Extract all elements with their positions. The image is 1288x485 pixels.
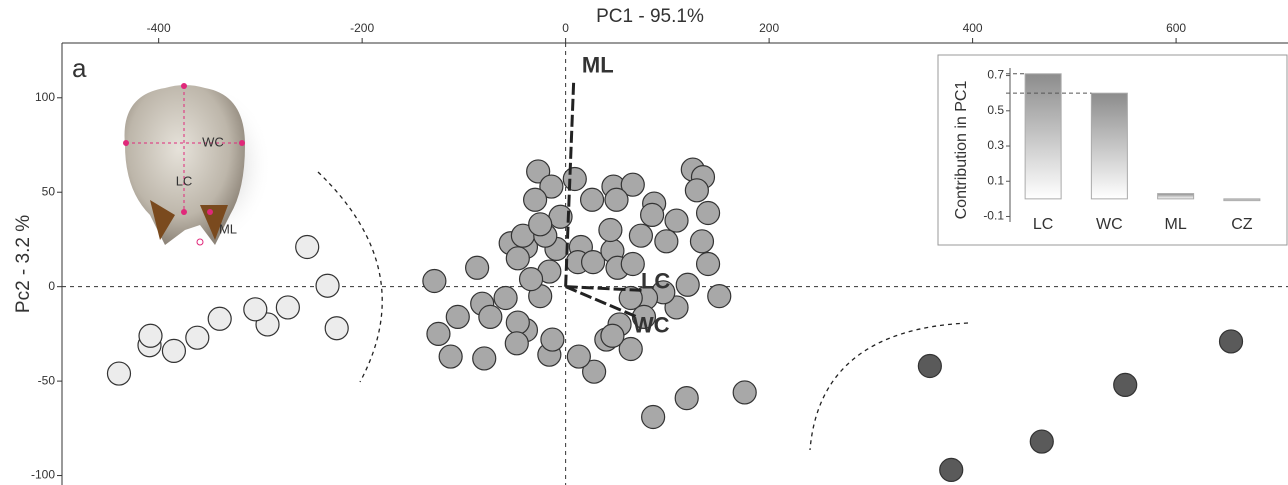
- data-point: [466, 256, 489, 279]
- y-tick-label: 0.3: [987, 138, 1004, 152]
- loading-label: WC: [633, 313, 670, 338]
- data-point: [316, 274, 339, 297]
- data-point: [676, 273, 699, 296]
- data-point: [107, 362, 130, 385]
- data-point: [506, 311, 529, 334]
- x-axis-label: PC1 - 95.1%: [596, 6, 704, 27]
- data-point: [439, 345, 462, 368]
- loading-label: LC: [641, 268, 670, 293]
- data-point: [506, 247, 529, 270]
- chart: -400 -200 0 200 400 600 -100 -50 0 50 100 PC1 - 95.…: [0, 0, 1288, 485]
- data-point: [524, 188, 547, 211]
- specimen-image: [123, 83, 272, 245]
- x-tick-label: 600: [1166, 21, 1186, 35]
- data-point: [581, 188, 604, 211]
- bar: [1224, 199, 1260, 201]
- data-point: [529, 213, 552, 236]
- data-point: [139, 324, 162, 347]
- x-tick-label: 400: [963, 21, 983, 35]
- data-point: [697, 202, 720, 225]
- bar: [1025, 74, 1061, 199]
- data-point: [1114, 373, 1137, 396]
- data-point: [563, 168, 586, 191]
- data-point: [296, 236, 319, 259]
- y-tick-label: -50: [38, 373, 56, 387]
- data-point: [940, 458, 963, 481]
- data-point: [629, 224, 652, 247]
- data-point: [599, 219, 622, 242]
- data-point: [685, 179, 708, 202]
- data-point: [244, 298, 267, 321]
- y-tick-label: 0.5: [987, 103, 1004, 117]
- x-tick-label: ML: [1165, 216, 1187, 233]
- panel-label: a: [72, 53, 87, 83]
- data-point: [665, 209, 688, 232]
- data-point: [1220, 330, 1243, 353]
- data-point: [918, 355, 941, 378]
- data-point: [494, 287, 517, 310]
- data-point: [446, 305, 469, 328]
- data-point: [541, 328, 564, 351]
- data-point: [208, 307, 231, 330]
- data-point: [708, 285, 731, 308]
- data-point: [423, 270, 446, 293]
- data-point: [479, 305, 502, 328]
- data-point: [520, 268, 543, 291]
- bar: [1158, 194, 1194, 199]
- y-tick-label: 0.1: [987, 173, 1004, 187]
- data-point: [733, 381, 756, 404]
- group-boundary: [810, 323, 968, 450]
- loading-label: ML: [582, 53, 614, 78]
- data-point: [276, 296, 299, 319]
- y-tick-label: 50: [42, 184, 56, 198]
- data-point: [162, 339, 185, 362]
- x-tick-label: 200: [759, 21, 779, 35]
- specimen-label: WC: [202, 134, 224, 149]
- data-point: [655, 230, 678, 253]
- y-tick-label: 100: [35, 90, 55, 104]
- data-point: [697, 253, 720, 276]
- data-point: [1030, 430, 1053, 453]
- data-point: [427, 322, 450, 345]
- x-tick-label: -400: [147, 21, 171, 35]
- data-point: [567, 345, 590, 368]
- specimen-label: LC: [176, 173, 193, 188]
- data-point: [642, 406, 665, 429]
- data-point: [473, 347, 496, 370]
- data-point: [690, 230, 713, 253]
- y-tick-label: 0: [48, 279, 55, 293]
- data-point: [675, 387, 698, 410]
- y-axis-label: Contribution in PC1: [953, 81, 970, 220]
- data-point: [641, 203, 664, 226]
- data-point: [325, 317, 348, 340]
- data-point: [505, 332, 528, 355]
- bar: [1091, 93, 1127, 199]
- x-tick-label: LC: [1033, 216, 1053, 233]
- data-point: [186, 326, 209, 349]
- y-tick-label: 0.7: [987, 68, 1004, 82]
- y-tick-label: -100: [31, 468, 55, 482]
- x-tick-label: WC: [1096, 216, 1123, 233]
- data-point: [605, 188, 628, 211]
- y-axis-label: Pc2 - 3.2 %: [13, 215, 34, 313]
- data-point: [601, 324, 624, 347]
- y-tick-label: -0.1: [983, 209, 1004, 223]
- x-tick-label: 0: [562, 21, 569, 35]
- x-tick-label: CZ: [1231, 216, 1253, 233]
- specimen-label: ML: [219, 221, 237, 236]
- x-tick-label: -200: [350, 21, 374, 35]
